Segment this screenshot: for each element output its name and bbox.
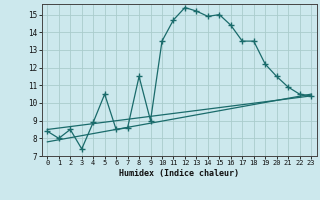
X-axis label: Humidex (Indice chaleur): Humidex (Indice chaleur) <box>119 169 239 178</box>
